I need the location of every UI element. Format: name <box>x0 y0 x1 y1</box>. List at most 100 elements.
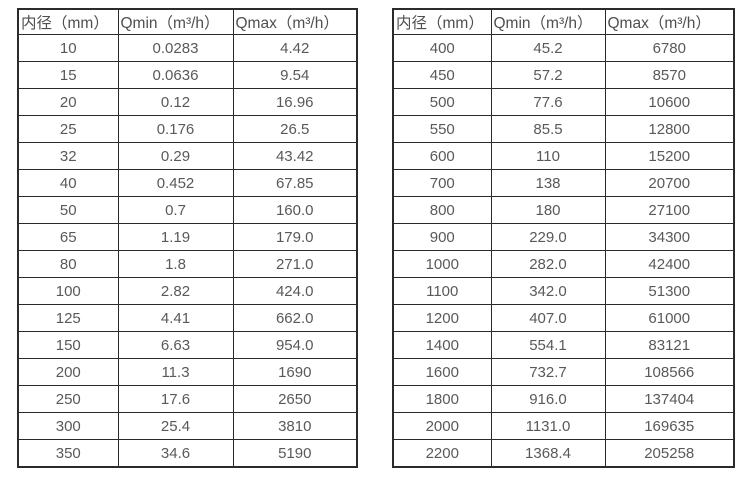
table-cell: 179.0 <box>232 223 358 251</box>
table-row: 900 229.0 34300 <box>392 223 735 251</box>
column-header: 内径（mm） <box>392 8 492 35</box>
table-cell: 916.0 <box>490 385 606 413</box>
table-cell: 6.63 <box>117 331 234 359</box>
table-cell: 1.8 <box>117 250 234 278</box>
table-cell: 0.12 <box>117 88 234 116</box>
table-cell: 20 <box>17 88 119 116</box>
table-cell: 732.7 <box>490 358 606 386</box>
table-cell: 271.0 <box>232 250 358 278</box>
table-row: 80 1.8 271.0 <box>17 250 358 278</box>
table-cell: 2200 <box>392 439 492 468</box>
table-cell: 1690 <box>232 358 358 386</box>
table-row: 400 45.2 6780 <box>392 34 735 62</box>
table-cell: 42400 <box>604 250 735 278</box>
table-cell: 27100 <box>604 196 735 224</box>
table-cell: 57.2 <box>490 61 606 89</box>
table-cell: 0.0283 <box>117 34 234 62</box>
table-row: 1100 342.0 51300 <box>392 277 735 305</box>
table-cell: 15 <box>17 61 119 89</box>
table-cell: 8570 <box>604 61 735 89</box>
table-cell: 1800 <box>392 385 492 413</box>
table-cell: 282.0 <box>490 250 606 278</box>
table-cell: 34.6 <box>117 439 234 468</box>
header-row: 内径（mm） Qmin（m³/h） Qmax（m³/h） <box>17 8 358 35</box>
table-row: 300 25.4 3810 <box>17 412 358 440</box>
table-row: 250 17.6 2650 <box>17 385 358 413</box>
table-cell: 17.6 <box>117 385 234 413</box>
table-cell: 500 <box>392 88 492 116</box>
table-cell: 20700 <box>604 169 735 197</box>
table-cell: 0.0636 <box>117 61 234 89</box>
column-header: Qmin（m³/h） <box>490 8 606 35</box>
table-row: 10 0.0283 4.42 <box>17 34 358 62</box>
table-row: 1800 916.0 137404 <box>392 385 735 413</box>
table-cell: 137404 <box>604 385 735 413</box>
table-cell: 34300 <box>604 223 735 251</box>
table-row: 500 77.6 10600 <box>392 88 735 116</box>
table-row: 1400 554.1 83121 <box>392 331 735 359</box>
table-cell: 43.42 <box>232 142 358 170</box>
table-cell: 50 <box>17 196 119 224</box>
table-cell: 800 <box>392 196 492 224</box>
table-cell: 1131.0 <box>490 412 606 440</box>
table-cell: 85.5 <box>490 115 606 143</box>
table-cell: 11.3 <box>117 358 234 386</box>
table-cell: 40 <box>17 169 119 197</box>
table-cell: 26.5 <box>232 115 358 143</box>
table-row: 40 0.452 67.85 <box>17 169 358 197</box>
table-row: 150 6.63 954.0 <box>17 331 358 359</box>
table-cell: 15200 <box>604 142 735 170</box>
table-cell: 1400 <box>392 331 492 359</box>
column-header: Qmax（m³/h） <box>232 8 358 35</box>
table-row: 450 57.2 8570 <box>392 61 735 89</box>
table-cell: 700 <box>392 169 492 197</box>
table-row: 2000 1131.0 169635 <box>392 412 735 440</box>
table-cell: 10 <box>17 34 119 62</box>
table-cell: 0.29 <box>117 142 234 170</box>
flow-table-right: 内径（mm） Qmin（m³/h） Qmax（m³/h） 400 45.2 6780 450… <box>392 8 735 468</box>
table-cell: 16.96 <box>232 88 358 116</box>
table-cell: 350 <box>17 439 119 468</box>
table-cell: 25 <box>17 115 119 143</box>
table-row: 2200 1368.4 205258 <box>392 439 735 468</box>
table-cell: 342.0 <box>490 277 606 305</box>
table-row: 25 0.176 26.5 <box>17 115 358 143</box>
table-cell: 1368.4 <box>490 439 606 468</box>
table-row: 32 0.29 43.42 <box>17 142 358 170</box>
table-cell: 662.0 <box>232 304 358 332</box>
table-cell: 0.452 <box>117 169 234 197</box>
table-cell: 108566 <box>604 358 735 386</box>
table-row: 1200 407.0 61000 <box>392 304 735 332</box>
table-cell: 300 <box>17 412 119 440</box>
table-cell: 10600 <box>604 88 735 116</box>
table-cell: 77.6 <box>490 88 606 116</box>
table-cell: 169635 <box>604 412 735 440</box>
table-cell: 1100 <box>392 277 492 305</box>
table-cell: 250 <box>17 385 119 413</box>
table-row: 50 0.7 160.0 <box>17 196 358 224</box>
header-row: 内径（mm） Qmin（m³/h） Qmax（m³/h） <box>392 8 735 35</box>
table-cell: 80 <box>17 250 119 278</box>
table-row: 350 34.6 5190 <box>17 439 358 468</box>
table-cell: 900 <box>392 223 492 251</box>
table-cell: 600 <box>392 142 492 170</box>
table-cell: 0.176 <box>117 115 234 143</box>
table-cell: 1000 <box>392 250 492 278</box>
table-cell: 229.0 <box>490 223 606 251</box>
column-header: Qmin（m³/h） <box>117 8 234 35</box>
table-cell: 1.19 <box>117 223 234 251</box>
table-row: 15 0.0636 9.54 <box>17 61 358 89</box>
table-cell: 2.82 <box>117 277 234 305</box>
table-cell: 67.85 <box>232 169 358 197</box>
table-row: 600 110 15200 <box>392 142 735 170</box>
table-cell: 83121 <box>604 331 735 359</box>
table-cell: 400 <box>392 34 492 62</box>
table-cell: 954.0 <box>232 331 358 359</box>
table-cell: 1600 <box>392 358 492 386</box>
table-row: 1000 282.0 42400 <box>392 250 735 278</box>
table-cell: 65 <box>17 223 119 251</box>
table-cell: 550 <box>392 115 492 143</box>
table-cell: 100 <box>17 277 119 305</box>
table-cell: 200 <box>17 358 119 386</box>
